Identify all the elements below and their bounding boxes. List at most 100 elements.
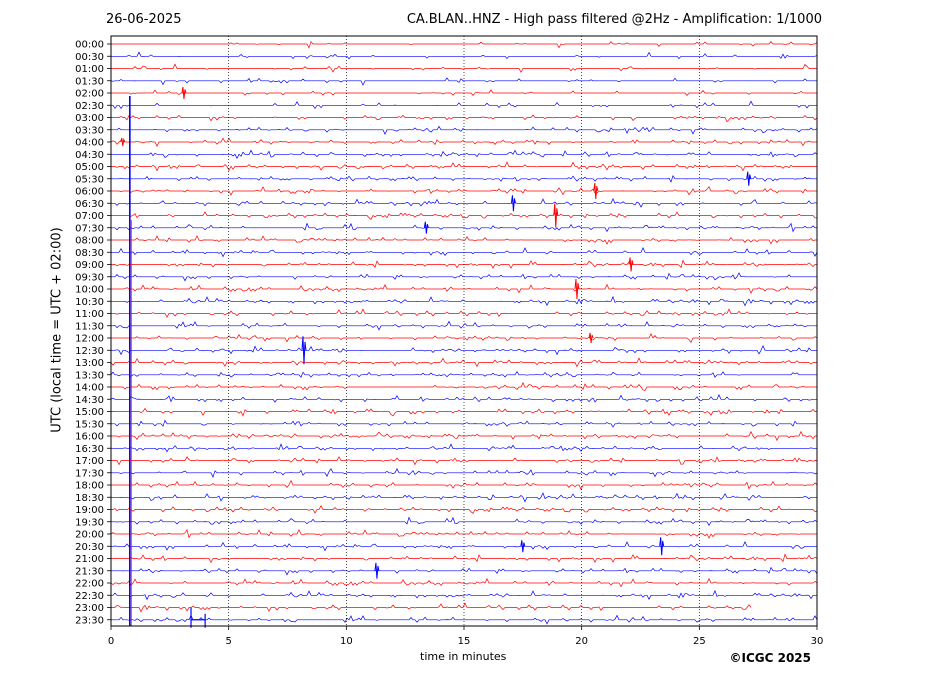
seismic-trace — [111, 41, 818, 49]
seismic-trace — [111, 602, 752, 613]
y-tick-label: 19:00 — [75, 505, 104, 516]
y-tick-label: 14:30 — [75, 395, 104, 406]
seismic-trace — [110, 198, 818, 208]
seismic-trace — [110, 51, 818, 60]
y-tick-label: 18:00 — [75, 481, 104, 492]
seismic-trace — [111, 332, 818, 344]
seismic-event — [120, 137, 126, 147]
seismic-event — [574, 278, 580, 300]
y-tick-label: 09:00 — [75, 260, 104, 271]
y-tick-label: 12:30 — [75, 346, 104, 357]
y-tick-label: 03:00 — [75, 113, 104, 124]
seismic-trace — [111, 211, 818, 220]
y-tick-label: 06:30 — [75, 199, 104, 210]
y-tick-label: 09:30 — [75, 272, 104, 283]
y-tick-label: 16:00 — [75, 432, 104, 443]
y-tick-label: 18:30 — [75, 493, 104, 504]
chart-title: CA.BLAN..HNZ - High pass filtered @2Hz -… — [406, 12, 822, 27]
seismic-event — [510, 195, 516, 212]
copyright-credit: ©ICGC 2025 — [729, 651, 811, 665]
x-tick-label: 30 — [811, 636, 824, 647]
seismic-trace — [111, 161, 817, 172]
y-tick-label: 20:00 — [75, 530, 104, 541]
y-tick-label: 06:00 — [75, 187, 104, 198]
seismic-trace — [110, 614, 818, 625]
seismic-trace — [111, 186, 817, 196]
seismic-trace — [111, 308, 817, 318]
y-tick-label: 04:00 — [75, 138, 104, 149]
x-tick-label: 0 — [108, 636, 114, 647]
seismic-event — [553, 203, 559, 228]
y-tick-label: 16:30 — [75, 444, 104, 455]
y-tick-label: 17:00 — [75, 456, 104, 467]
y-tick-label: 11:00 — [75, 309, 104, 320]
x-axis-label: time in minutes — [420, 650, 507, 663]
y-tick-label: 23:30 — [75, 615, 104, 626]
grid-lines — [228, 36, 700, 626]
seismic-trace — [111, 381, 817, 391]
y-tick-label: 14:00 — [75, 383, 104, 394]
seismic-trace — [110, 528, 817, 539]
x-axis-ticks: 0 5 10 15 20 25 30 — [108, 626, 824, 647]
seismic-trace — [111, 479, 818, 491]
y-tick-label: 03:30 — [75, 125, 104, 136]
seismic-trace — [110, 589, 817, 601]
x-tick-label: 10 — [340, 636, 353, 647]
y-tick-label: 07:30 — [75, 223, 104, 234]
y-tick-label: 01:30 — [75, 76, 104, 87]
y-tick-label: 04:30 — [75, 150, 104, 161]
seismic-trace — [110, 357, 817, 368]
seismic-trace — [111, 63, 817, 74]
y-tick-label: 11:30 — [75, 321, 104, 332]
y-tick-label: 15:30 — [75, 419, 104, 430]
event-marker — [190, 607, 206, 628]
x-tick-label: 15 — [458, 636, 471, 647]
seismic-trace — [110, 394, 817, 403]
y-axis-label: UTC (local time = UTC + 02:00) — [49, 227, 65, 433]
seismic-event — [593, 182, 599, 200]
y-tick-label: 02:30 — [75, 101, 104, 112]
y-tick-label: 23:00 — [75, 603, 104, 614]
seismic-event — [301, 336, 307, 365]
seismic-event — [746, 171, 752, 186]
seismic-event — [374, 562, 380, 579]
x-tick-label: 20 — [575, 636, 588, 647]
seismic-trace — [110, 516, 818, 527]
x-tick-label: 5 — [225, 636, 231, 647]
x-tick-label: 25 — [693, 636, 706, 647]
y-tick-label: 01:00 — [75, 64, 104, 75]
seismic-event — [588, 332, 594, 344]
seismic-trace — [110, 222, 817, 233]
seismic-trace — [110, 149, 818, 160]
y-tick-label: 10:00 — [75, 285, 104, 296]
y-tick-label: 22:30 — [75, 591, 104, 602]
seismic-event — [181, 86, 187, 100]
y-tick-label: 02:00 — [75, 89, 104, 100]
y-tick-label: 00:30 — [75, 52, 104, 63]
y-tick-label: 17:30 — [75, 468, 104, 479]
seismic-trace — [110, 175, 817, 183]
y-tick-label: 13:00 — [75, 358, 104, 369]
seismic-trace — [110, 492, 817, 503]
y-tick-label: 20:30 — [75, 542, 104, 553]
y-tick-label: 19:30 — [75, 517, 104, 528]
date-label: 26-06-2025 — [106, 12, 182, 27]
y-tick-label: 08:00 — [75, 236, 104, 247]
y-tick-label: 21:00 — [75, 554, 104, 565]
y-tick-label: 07:00 — [75, 211, 104, 222]
seismic-event — [520, 540, 526, 553]
seismic-event — [659, 537, 665, 556]
y-tick-label: 13:30 — [75, 370, 104, 381]
seismic-trace — [110, 125, 818, 136]
y-tick-label: 00:00 — [75, 40, 104, 51]
y-tick-label: 05:30 — [75, 174, 104, 185]
seismic-trace — [111, 456, 817, 466]
seismic-event — [423, 221, 429, 234]
seismic-trace — [111, 505, 818, 514]
y-tick-label: 10:30 — [75, 297, 104, 308]
y-tick-label: 15:00 — [75, 407, 104, 418]
y-tick-label: 08:30 — [75, 248, 104, 259]
seismic-trace — [110, 295, 817, 307]
seismic-event — [628, 257, 634, 272]
